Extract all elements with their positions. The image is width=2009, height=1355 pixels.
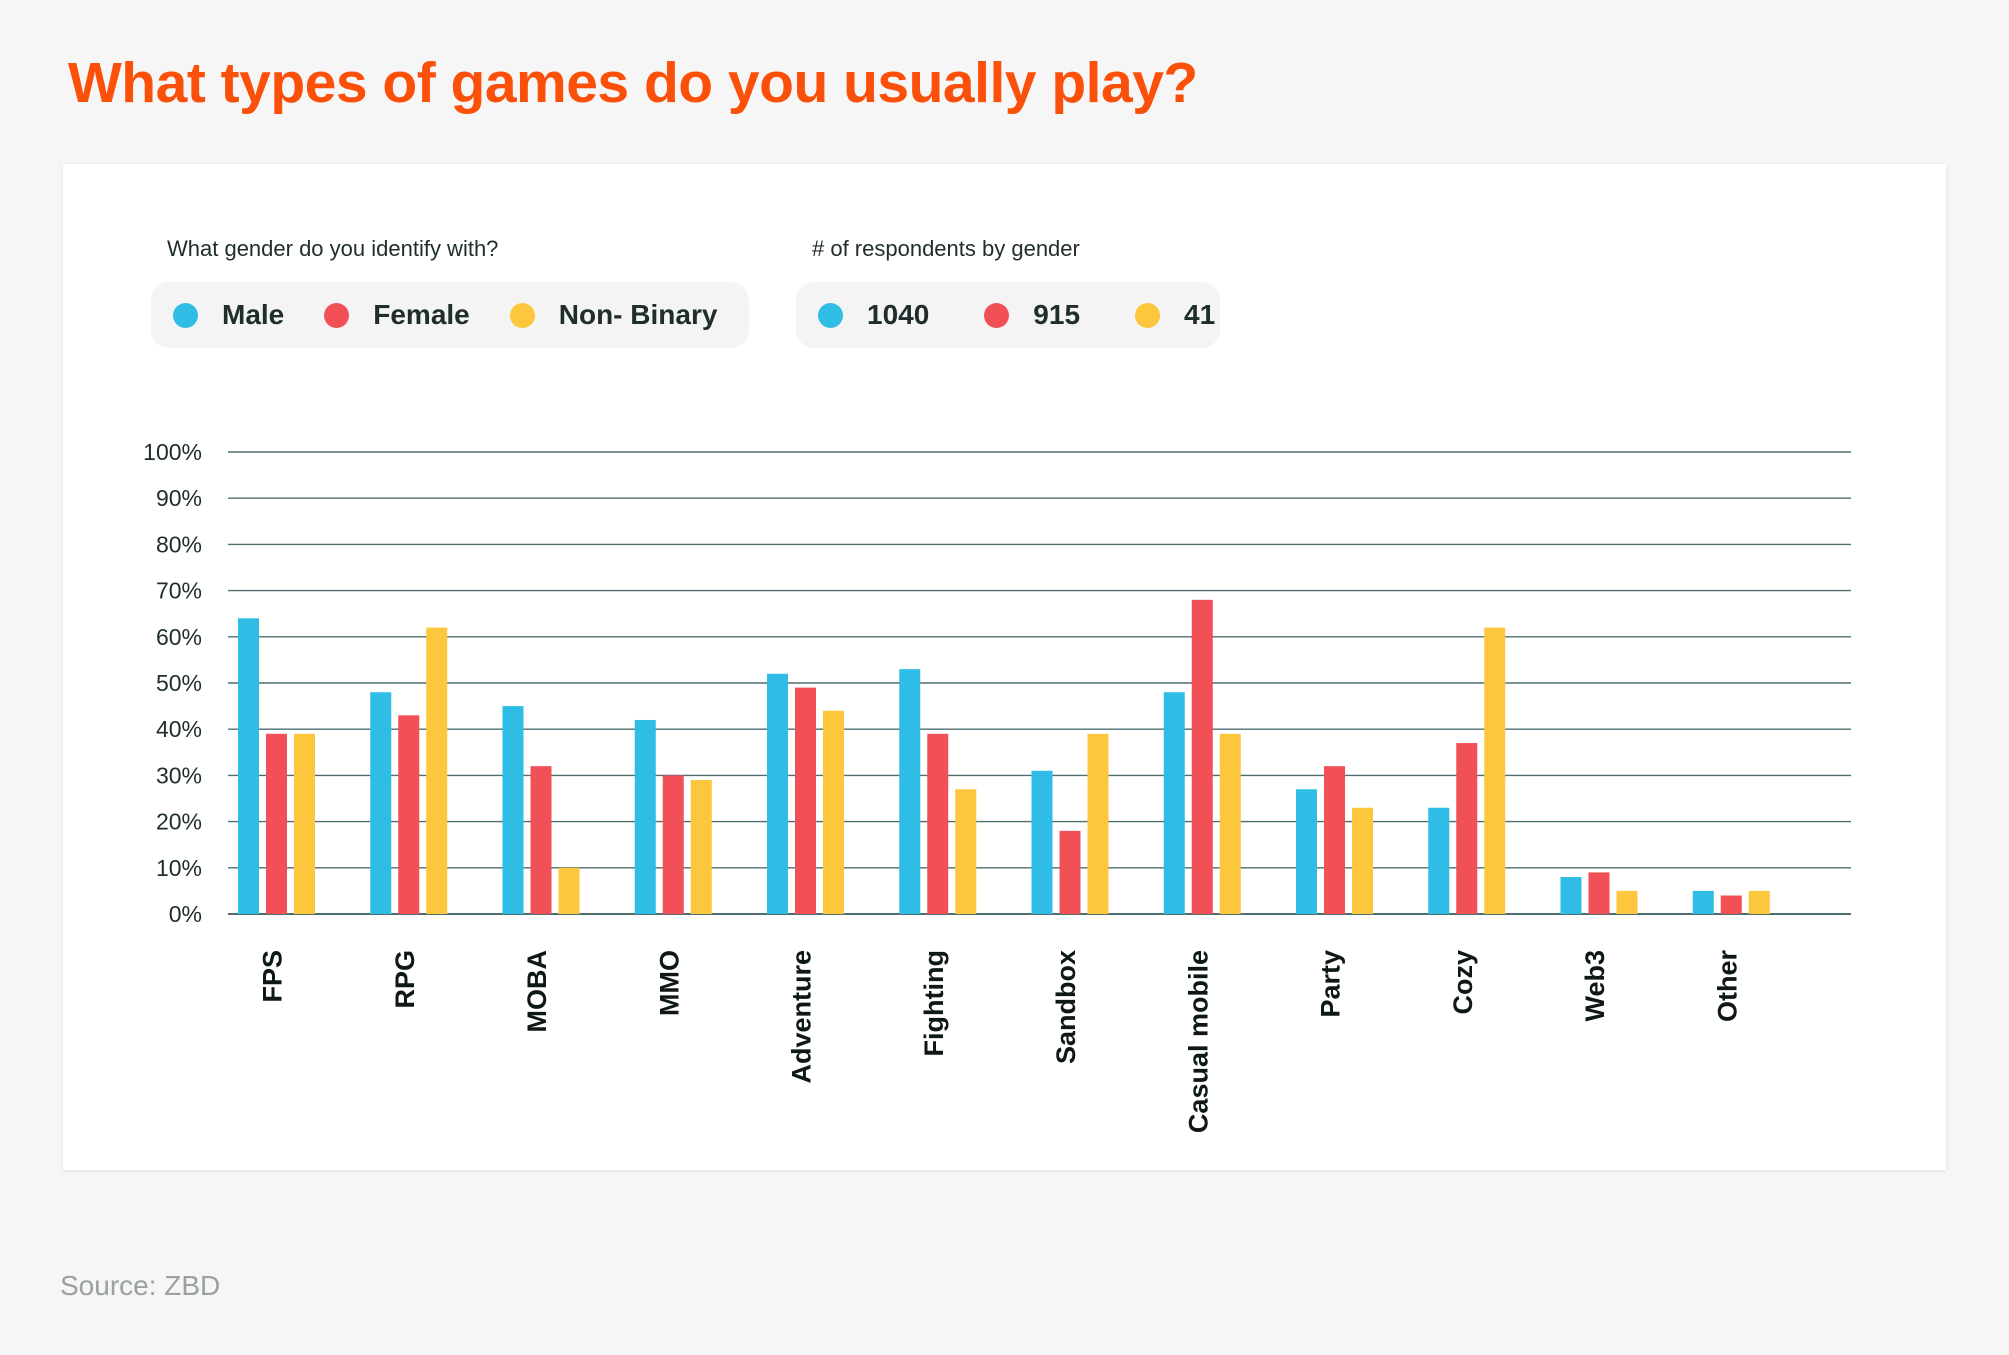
page-title: What types of games do you usually play? bbox=[68, 51, 1198, 115]
bar-male-adventure bbox=[767, 673, 788, 914]
x-tick-label: Other bbox=[1712, 950, 1742, 1023]
legend-label-nonbinary: Non- Binary bbox=[558, 299, 718, 330]
bar-non-binary-cozy bbox=[1484, 627, 1506, 914]
bar-male-other bbox=[1692, 890, 1714, 914]
respondents-count-female: 915 bbox=[1033, 299, 1081, 330]
legend-item-male: Male bbox=[173, 299, 284, 331]
bar-female-mmo bbox=[662, 775, 684, 914]
x-tick-label: RPG bbox=[390, 950, 420, 1009]
bar-non-binary-web3 bbox=[1616, 890, 1638, 914]
source-note: Source: ZBD bbox=[60, 1270, 221, 1301]
respondents-legend-heading: # of respondents by gender bbox=[812, 236, 1080, 261]
respondents-item-nonbinary: 41 bbox=[1135, 299, 1215, 331]
bar-female-casual-mobile bbox=[1191, 599, 1213, 914]
bar-male-moba bbox=[502, 706, 524, 914]
respondents-item-female: 915 bbox=[984, 299, 1080, 331]
x-tick-label: Web3 bbox=[1580, 950, 1610, 1022]
x-tick-label: MMO bbox=[654, 950, 684, 1016]
bar-male-fps bbox=[238, 618, 259, 914]
x-tick-label: Fighting bbox=[919, 950, 949, 1056]
bar-non-binary-party bbox=[1352, 807, 1373, 914]
x-tick-label: FPS bbox=[258, 950, 288, 1003]
bar-female-fighting bbox=[927, 733, 949, 914]
nonbinary-color-dot bbox=[509, 302, 535, 328]
legend-item-nonbinary: Non- Binary bbox=[509, 299, 718, 331]
x-tick-label: MOBA bbox=[522, 950, 552, 1033]
bar-female-other bbox=[1720, 895, 1742, 914]
nonbinary-color-dot bbox=[1135, 302, 1161, 328]
bar-non-binary-sandbox bbox=[1087, 733, 1109, 914]
bar-non-binary-adventure bbox=[823, 710, 844, 914]
gender-legend-heading: What gender do you identify with? bbox=[167, 236, 499, 261]
bar-female-cozy bbox=[1456, 743, 1478, 914]
legend-label-female: Female bbox=[373, 299, 470, 330]
bar-male-casual-mobile bbox=[1163, 692, 1185, 914]
bar-non-binary-casual-mobile bbox=[1219, 733, 1241, 914]
bar-non-binary-other bbox=[1748, 890, 1770, 914]
y-tick-label: 100% bbox=[143, 439, 202, 465]
bar-female-rpg bbox=[398, 715, 420, 914]
bar-female-adventure bbox=[795, 687, 816, 914]
y-tick-label: 90% bbox=[156, 485, 202, 511]
male-color-dot bbox=[173, 302, 198, 328]
bar-male-mmo bbox=[634, 719, 656, 914]
gender-legend-pill: Male Female Non- Binary bbox=[151, 282, 749, 348]
bar-non-binary-fighting bbox=[955, 789, 977, 914]
bar-female-web3 bbox=[1588, 872, 1610, 914]
bar-female-sandbox bbox=[1059, 830, 1081, 914]
bar-non-binary-mmo bbox=[690, 780, 712, 914]
female-color-dot bbox=[984, 302, 1010, 328]
x-tick-label: Sandbox bbox=[1051, 950, 1081, 1064]
y-tick-label: 0% bbox=[169, 901, 202, 927]
bar-male-web3 bbox=[1560, 877, 1582, 914]
bar-male-party bbox=[1296, 789, 1317, 914]
bar-male-cozy bbox=[1428, 807, 1450, 914]
bar-male-sandbox bbox=[1031, 770, 1053, 914]
gender-legend: What gender do you identify with? Male F… bbox=[151, 236, 749, 348]
bar-male-fighting bbox=[899, 669, 921, 914]
x-tick-label: Cozy bbox=[1448, 950, 1478, 1015]
bar-female-party bbox=[1324, 766, 1345, 914]
chart-card: What gender do you identify with? Male F… bbox=[63, 164, 1946, 1170]
y-tick-label: 30% bbox=[156, 762, 202, 788]
respondents-count-male: 1040 bbox=[867, 299, 930, 330]
y-tick-label: 80% bbox=[156, 531, 202, 557]
x-tick-label: Adventure bbox=[787, 950, 817, 1084]
bar-male-rpg bbox=[370, 692, 392, 914]
legend-label-male: Male bbox=[222, 299, 285, 330]
y-tick-label: 10% bbox=[156, 855, 202, 881]
respondents-item-male: 1040 bbox=[818, 299, 929, 331]
respondents-count-nonbinary: 41 bbox=[1184, 299, 1216, 330]
female-color-dot bbox=[324, 302, 350, 328]
y-tick-label: 20% bbox=[156, 809, 202, 835]
bar-non-binary-fps bbox=[294, 733, 315, 914]
respondents-legend-pill: 1040 915 41 bbox=[796, 282, 1220, 348]
male-color-dot bbox=[818, 302, 843, 328]
x-tick-label: Party bbox=[1316, 950, 1346, 1018]
y-tick-label: 50% bbox=[156, 670, 202, 696]
bar-non-binary-moba bbox=[558, 867, 580, 914]
bar-female-moba bbox=[530, 766, 552, 914]
bar-non-binary-rpg bbox=[426, 627, 448, 914]
y-tick-label: 40% bbox=[156, 716, 202, 742]
x-tick-label: Casual mobile bbox=[1183, 950, 1213, 1133]
y-tick-label: 60% bbox=[156, 624, 202, 650]
legend-item-female: Female bbox=[324, 299, 470, 331]
bar-female-fps bbox=[266, 733, 287, 914]
respondents-legend: # of respondents by gender 1040 915 41 bbox=[796, 236, 1220, 348]
y-tick-label: 70% bbox=[156, 578, 202, 604]
